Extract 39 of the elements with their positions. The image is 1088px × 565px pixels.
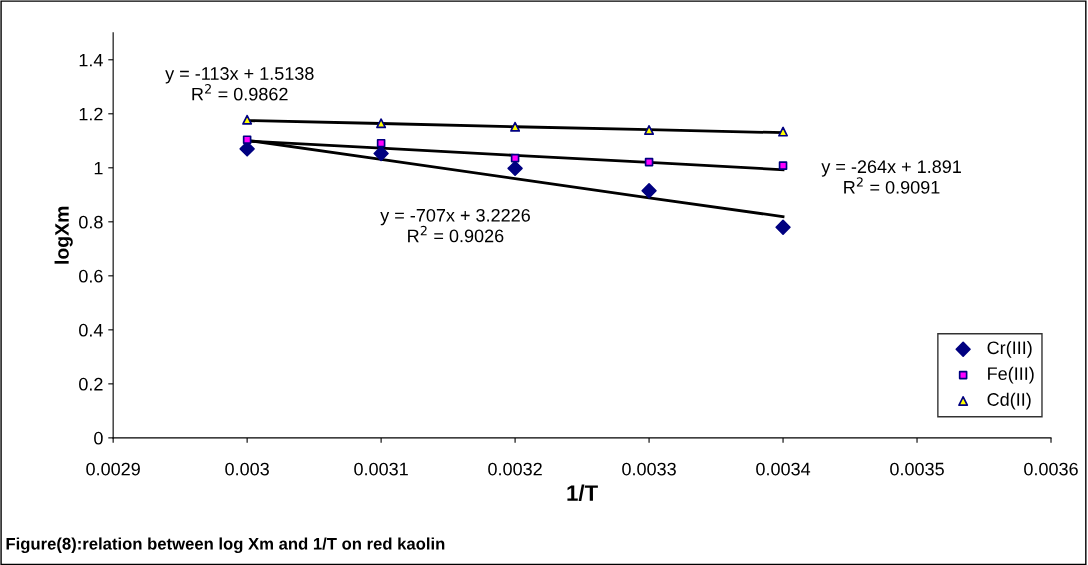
point — [644, 157, 654, 167]
point — [507, 160, 523, 177]
x-tick-label: 0.0033 — [622, 462, 676, 476]
x-tick-label: 0.0035 — [890, 462, 944, 476]
y-tick-label: 1.4 — [79, 53, 103, 67]
y-tick-label: 0.6 — [79, 269, 103, 283]
point — [242, 114, 253, 125]
point — [778, 161, 788, 170]
point — [510, 153, 520, 163]
x-tick-label: 0.0036 — [1024, 462, 1078, 476]
y-tick-label: 0.4 — [79, 323, 103, 337]
point — [775, 219, 791, 235]
y-tick-label: 1.2 — [79, 107, 103, 121]
point — [376, 118, 387, 129]
annotation: y = -264x + 1.891 R$^{2}$ = 0.9091 — [821, 160, 961, 194]
y-tick-label: 0.2 — [79, 377, 103, 391]
y-tick-label: 0.8 — [79, 215, 103, 229]
annotation: y = -113x + 1.5138 R$^{2}$ = 0.9862 — [165, 67, 314, 101]
x-tick-label: 0.0034 — [756, 462, 811, 476]
point — [644, 124, 655, 135]
y-axis-title: logXm — [54, 206, 73, 264]
text: Figure(8):relation between log Xm and 1/T on red kaolin — [6, 537, 445, 554]
annotation: y = -707x + 3.2226 R$^{2}$ = 0.9026 — [380, 208, 530, 243]
x-tick-label: 0.003 — [225, 462, 269, 476]
legend-label: Cd(II) — [987, 392, 1031, 410]
point — [778, 126, 789, 137]
x-tick-label: 0.0029 — [86, 462, 140, 476]
point — [510, 121, 521, 132]
legend-label: Fe(III) — [988, 366, 1034, 384]
point — [373, 145, 389, 162]
point — [242, 135, 252, 145]
point — [641, 183, 657, 199]
point — [376, 138, 386, 148]
x-tick-label: 0.0032 — [488, 462, 542, 476]
x-axis-title: 1/T — [567, 484, 598, 502]
y-tick-label: 0 — [94, 431, 103, 445]
legend-label: Cr(III) — [987, 340, 1032, 358]
y-tick-label: 1 — [94, 161, 103, 175]
x-tick-label: 0.0031 — [354, 462, 408, 476]
